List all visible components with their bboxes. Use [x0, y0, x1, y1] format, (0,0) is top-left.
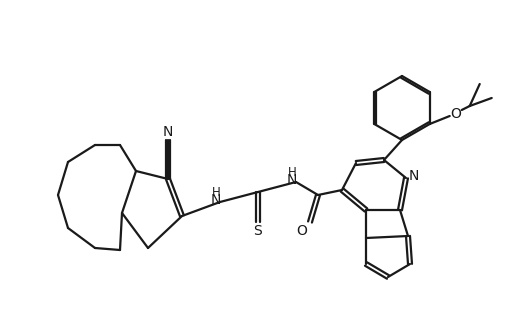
Text: O: O	[297, 224, 307, 238]
Text: N: N	[211, 193, 221, 207]
Text: N: N	[163, 125, 173, 139]
Text: N: N	[287, 173, 297, 187]
Text: H: H	[212, 185, 221, 198]
Text: H: H	[288, 166, 297, 179]
Text: S: S	[253, 224, 262, 238]
Text: O: O	[450, 107, 461, 121]
Text: N: N	[409, 169, 419, 183]
